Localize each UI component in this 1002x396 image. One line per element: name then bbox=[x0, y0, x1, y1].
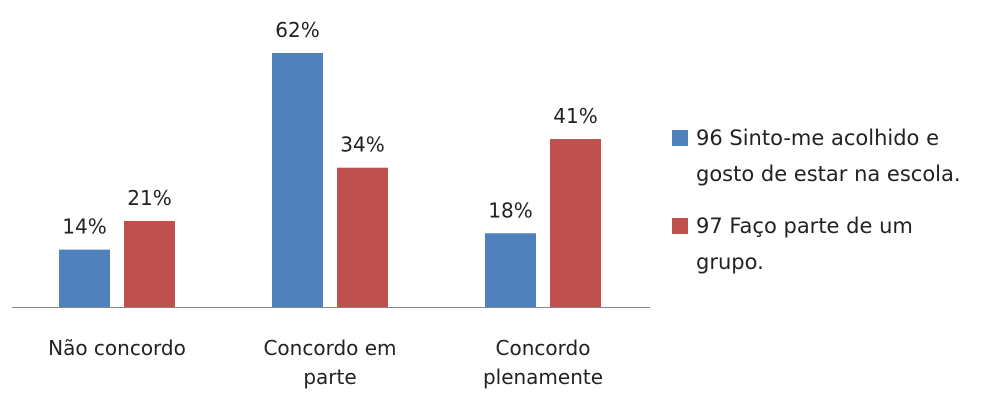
bar-series-1-category-1 bbox=[59, 249, 110, 307]
category-label-line: plenamente bbox=[483, 365, 603, 389]
data-label-series-1-category-3: 18% bbox=[488, 198, 532, 222]
bar-series-2-category-2 bbox=[337, 167, 388, 307]
bar-series-1-category-2 bbox=[272, 53, 323, 307]
category-label-line: Não concordo bbox=[48, 336, 186, 360]
data-label-series-2-category-2: 34% bbox=[340, 133, 384, 157]
bar-series-2-category-1 bbox=[124, 220, 175, 307]
bar-series-2-category-3 bbox=[550, 139, 601, 307]
bars-layer bbox=[59, 53, 601, 307]
legend-swatch-series-1 bbox=[672, 130, 688, 146]
legend: 96 Sinto-me acolhido e gosto de estar na … bbox=[672, 126, 961, 274]
category-label-line: Concordo em bbox=[263, 336, 396, 360]
category-labels-layer: Não concordo Concordo em parte Concordo plen… bbox=[48, 336, 603, 389]
legend-swatch-series-2 bbox=[672, 218, 688, 234]
data-labels-layer: 14% 62% 18% 21% 34% 41% bbox=[62, 18, 597, 239]
category-label-3: Concordo plenamente bbox=[483, 336, 603, 389]
legend-label-line: 96 Sinto-me acolhido e bbox=[696, 126, 939, 150]
bar-series-1-category-3 bbox=[485, 233, 536, 307]
category-label-2: Concordo em parte bbox=[263, 336, 396, 389]
data-label-series-2-category-1: 21% bbox=[127, 186, 171, 210]
legend-label-line: grupo. bbox=[696, 250, 764, 274]
legend-label-series-1: 96 Sinto-me acolhido e gosto de estar na … bbox=[696, 126, 961, 186]
legend-label-line: 97 Faço parte de um bbox=[696, 214, 913, 238]
category-label-1: Não concordo bbox=[48, 336, 186, 360]
category-label-line: Concordo bbox=[496, 336, 591, 360]
data-label-series-1-category-2: 62% bbox=[275, 18, 319, 42]
data-label-series-2-category-3: 41% bbox=[553, 104, 597, 128]
legend-label-series-2: 97 Faço parte de um grupo. bbox=[696, 214, 913, 274]
legend-label-line: gosto de estar na escola. bbox=[696, 162, 961, 186]
category-label-line: parte bbox=[303, 365, 356, 389]
data-label-series-1-category-1: 14% bbox=[62, 215, 106, 239]
